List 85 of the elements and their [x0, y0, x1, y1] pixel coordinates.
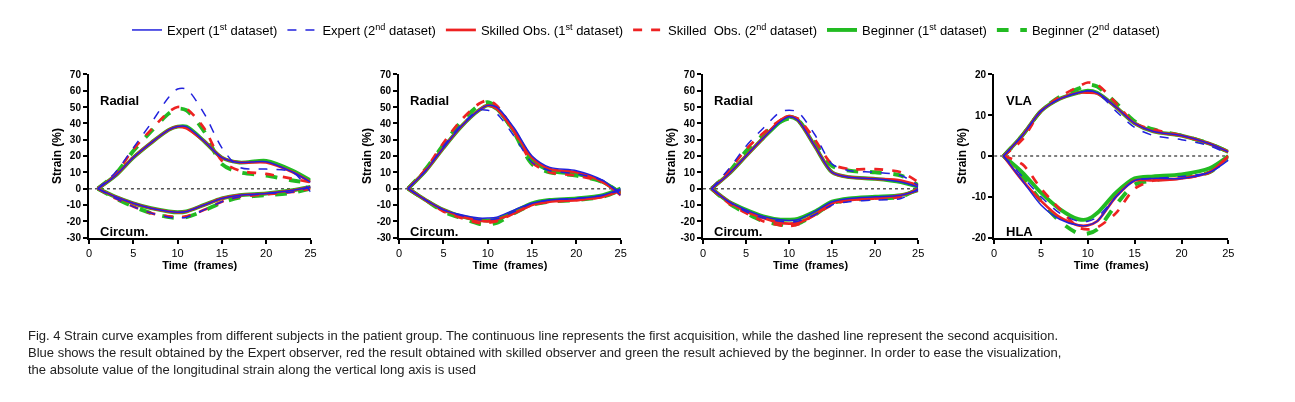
x-tick-label: 20 — [570, 246, 583, 259]
x-axis-title: Time (frames) — [472, 258, 548, 271]
y-tick-label: -30 — [376, 232, 392, 244]
x-tick-label: 25 — [1222, 246, 1235, 259]
x-tick-label: 10 — [782, 246, 796, 259]
y-tick-label: 20 — [69, 150, 82, 162]
annotation: Circum. — [100, 224, 149, 239]
y-tick-label: -10 — [66, 199, 82, 211]
y-tick-label: 0 — [689, 183, 696, 195]
x-tick-label: 20 — [260, 246, 273, 259]
x-tick-label: 25 — [304, 246, 317, 259]
y-tick-label: -30 — [66, 232, 82, 244]
y-tick-label: -20 — [971, 232, 987, 244]
x-tick-label: 10 — [171, 246, 184, 259]
y-tick-label: 40 — [69, 117, 82, 129]
y-tick-label: 40 — [380, 117, 392, 129]
y-tick-label: 50 — [683, 101, 696, 113]
annotation: Circum. — [410, 224, 459, 239]
y-tick-label: -10 — [680, 199, 696, 211]
legend-label: Beginner (2$^{nd}$ dataset) — [1031, 21, 1160, 39]
x-tick-label: 0 — [85, 246, 93, 259]
x-tick-label: 0 — [699, 246, 707, 259]
x-tick-label: 20 — [1175, 246, 1188, 259]
annotation: VLA — [1006, 93, 1033, 108]
caption: Fig. 4 Strain curve examples from different subjects in the patient group. The continuous line represents the first acquisition, while the dashed line represent the second acquisition. Blue shows the result obtained by the Expert observer, red the result obtained with skilled observer and green the result achieved by the beginner. In order to ease the visualization, the absolute value of the longitudinal strain along the vertical long axis is used — [28, 328, 1062, 377]
y-tick-label: 40 — [683, 117, 696, 129]
annotation: HLA — [1006, 224, 1034, 239]
y-tick-label: 10 — [975, 109, 987, 121]
y-axis-title: Strain (%) — [50, 127, 65, 184]
y-tick-label: 30 — [683, 134, 696, 146]
x-tick-label: 0 — [396, 246, 403, 259]
x-tick-label: 25 — [614, 246, 627, 259]
x-tick-label: 5 — [440, 246, 447, 259]
annotation: Circum. — [714, 224, 763, 239]
y-tick-label: 0 — [385, 183, 392, 195]
x-tick-label: 5 — [130, 246, 137, 259]
y-tick-label: 10 — [380, 166, 392, 178]
x-axis-title: Time (frames) — [773, 258, 849, 271]
x-axis-title: Time (frames) — [1073, 258, 1150, 271]
y-tick-label: 0 — [75, 183, 82, 195]
x-tick-label: 10 — [1081, 246, 1094, 259]
legend-label: Beginner (1$^{st}$ dataset) — [861, 21, 987, 39]
y-tick-label: -20 — [376, 215, 392, 227]
y-tick-label: 30 — [69, 134, 82, 146]
legend-label: Expert (2$^{nd}$ dataset) — [322, 21, 436, 39]
y-tick-label: 70 — [69, 68, 82, 80]
x-tick-label: 15 — [1128, 246, 1141, 259]
annotation: Radial — [714, 93, 754, 108]
x-tick-label: 20 — [869, 246, 882, 259]
y-tick-label: -10 — [971, 191, 987, 203]
x-tick-label: 10 — [481, 246, 494, 259]
y-tick-label: 70 — [380, 68, 392, 80]
x-tick-label: 25 — [912, 246, 925, 259]
y-axis-title: Strain (%) — [664, 127, 679, 184]
legend-label: Skilled Obs. (1$^{st}$ dataset) — [480, 21, 624, 39]
x-tick-label: 0 — [991, 246, 998, 259]
y-tick-label: -10 — [376, 199, 392, 211]
y-tick-label: -20 — [66, 215, 82, 227]
x-tick-label: 5 — [1037, 246, 1045, 259]
y-tick-label: 70 — [683, 68, 696, 80]
annotation: Radial — [100, 93, 140, 108]
y-tick-label: 20 — [380, 150, 392, 162]
legend-label: Expert (1$^{st}$ dataset) — [167, 21, 278, 39]
y-tick-label: 60 — [69, 85, 82, 97]
y-tick-label: 10 — [69, 166, 82, 178]
y-axis-title: Strain (%) — [360, 127, 375, 184]
y-tick-label: 0 — [980, 150, 987, 162]
y-tick-label: 50 — [69, 101, 82, 113]
y-tick-label: 10 — [683, 166, 696, 178]
y-tick-label: -30 — [680, 232, 696, 244]
annotation: Radial — [410, 93, 450, 108]
y-tick-label: -20 — [680, 215, 696, 227]
y-tick-label: 60 — [683, 85, 696, 97]
y-tick-label: 20 — [683, 150, 696, 162]
y-tick-label: 50 — [380, 101, 392, 113]
x-tick-label: 15 — [215, 246, 229, 259]
x-tick-label: 5 — [742, 246, 750, 259]
x-tick-label: 15 — [825, 246, 839, 259]
y-axis-title: Strain (%) — [955, 127, 970, 184]
y-tick-label: 30 — [380, 134, 392, 146]
y-tick-label: 20 — [975, 68, 987, 80]
x-axis-title: Time (frames) — [162, 258, 238, 271]
y-tick-label: 60 — [380, 85, 392, 97]
legend-label: Skilled Obs. (2$^{nd}$ dataset) — [668, 21, 817, 39]
x-tick-label: 15 — [525, 246, 539, 259]
